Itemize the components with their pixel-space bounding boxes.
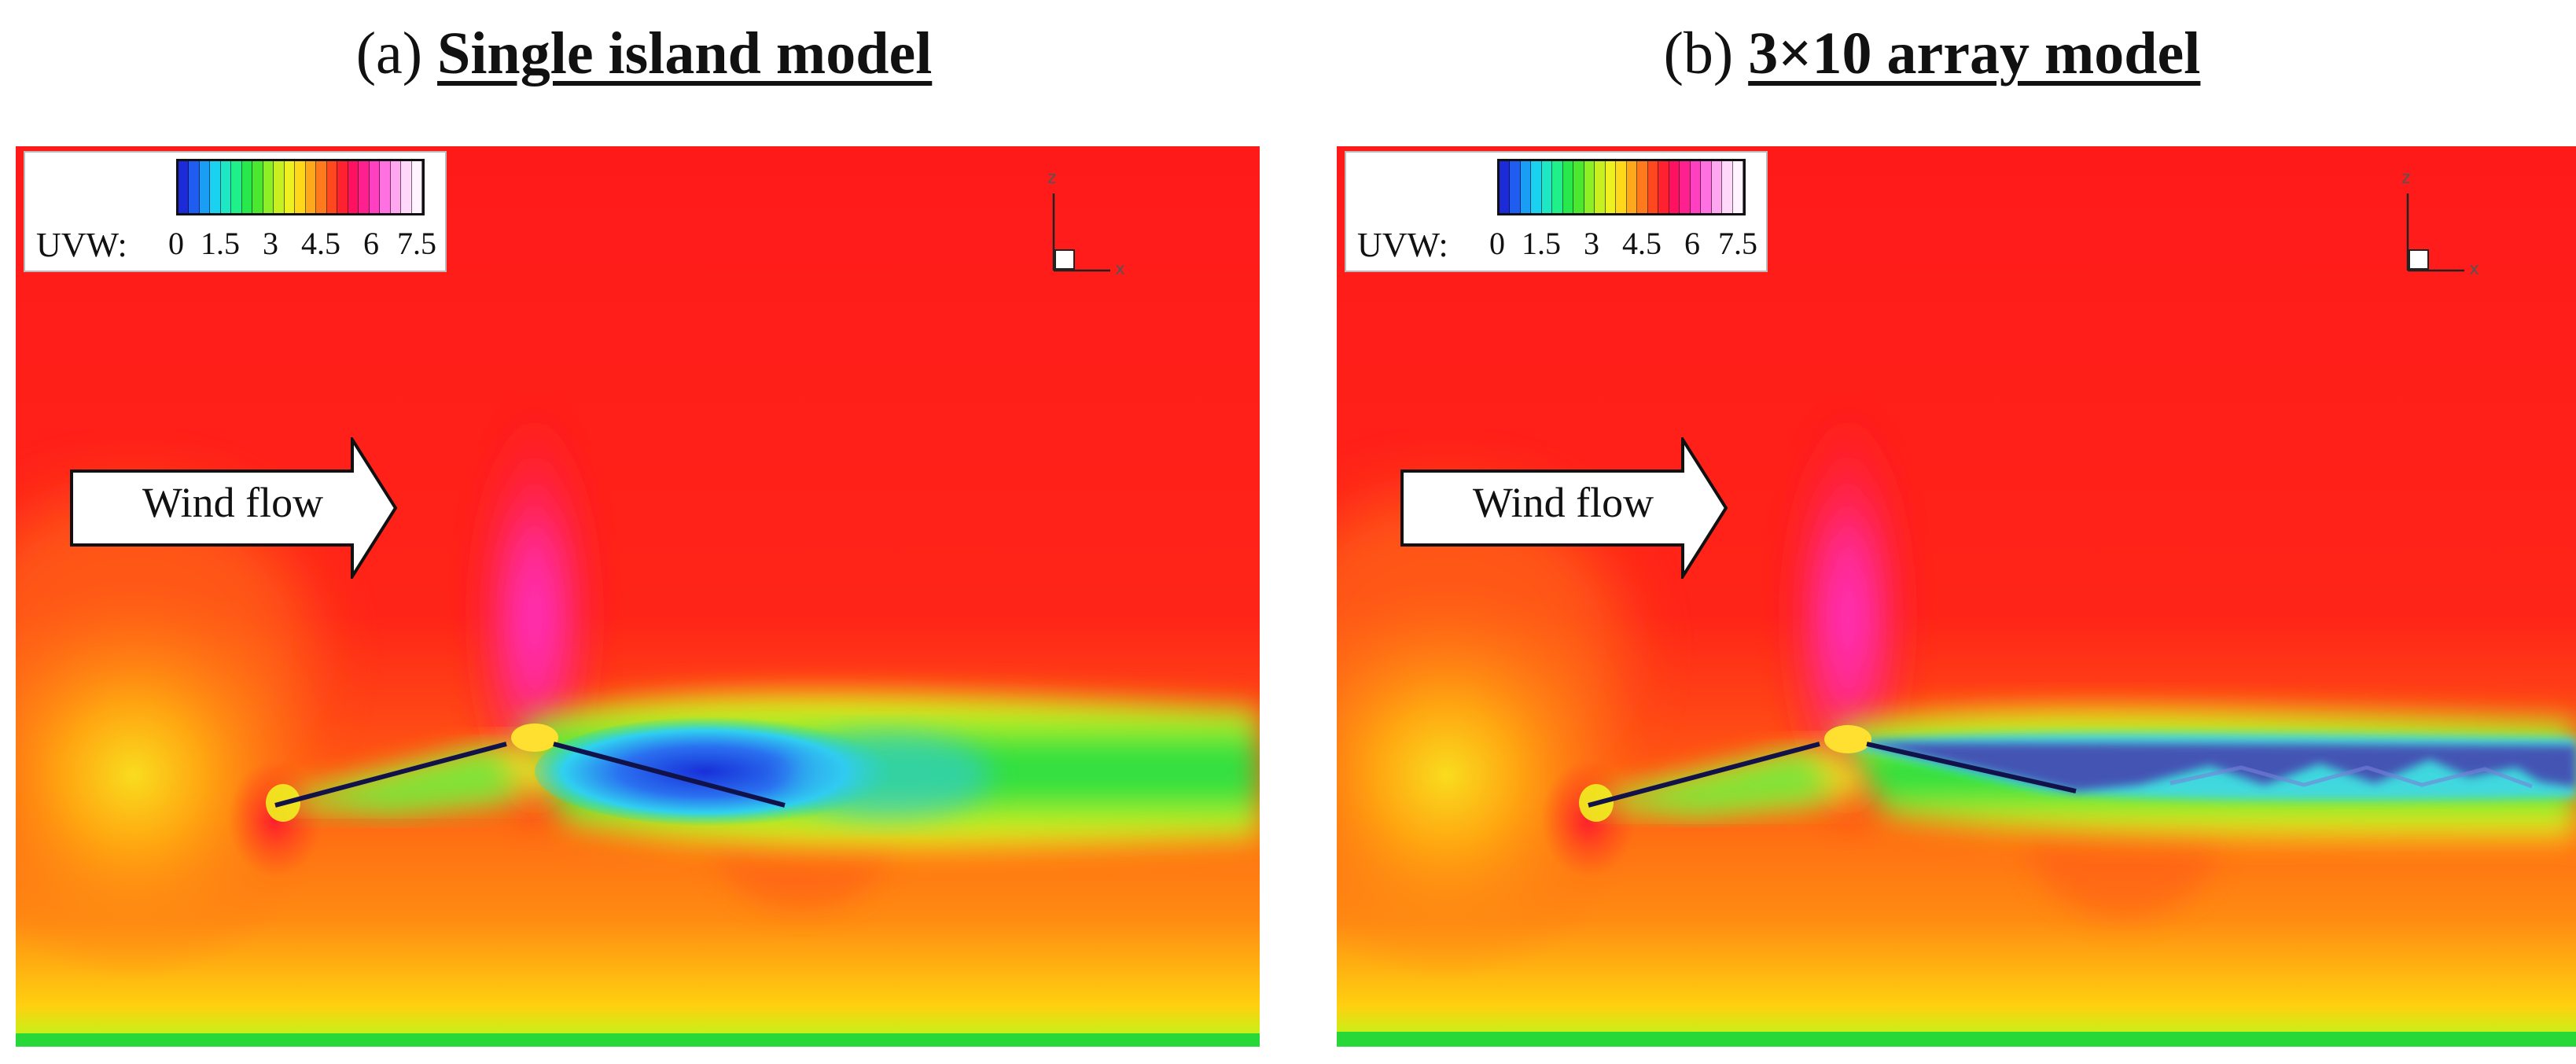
colorbar-swatch (1637, 161, 1648, 213)
colorbar-swatch (1647, 161, 1659, 213)
panel-a-label: (a) (355, 20, 423, 87)
axes-icon (1052, 193, 1110, 272)
panel-a-legend-title: UVW: (36, 226, 127, 264)
panel-b-tick: 0 (1489, 226, 1505, 261)
colorbar-swatch (1573, 161, 1584, 213)
panel-b-tick: 7.5 (1718, 226, 1757, 261)
colorbar-swatch (1711, 161, 1723, 213)
colorbar-swatch (189, 161, 200, 213)
colorbar-swatch (1626, 161, 1638, 213)
colorbar-swatch (1680, 161, 1691, 213)
panel-b-axes-indicator: z x (2400, 162, 2480, 280)
colorbar-swatch (1510, 161, 1521, 213)
colorbar-swatch (1701, 161, 1712, 213)
colorbar-swatch (284, 161, 296, 213)
colorbar-swatch (1500, 161, 1511, 213)
colorbar-swatch (199, 161, 211, 213)
colorbar-swatch (1531, 161, 1542, 213)
panel-b-tick: 6 (1684, 226, 1700, 261)
panel-a-tick: 3 (263, 226, 278, 261)
panel-b-name: 3×10 array model (1748, 20, 2201, 87)
colorbar-swatch (1732, 161, 1743, 213)
panel-a-tick: 1.5 (201, 226, 240, 261)
colorbar-swatch (326, 161, 338, 213)
colorbar-swatch (369, 161, 381, 213)
panel-a-name: Single island model (437, 20, 933, 87)
colorbar-swatch (305, 161, 317, 213)
panel-a-wind-flow-arrow: Wind flow (69, 437, 399, 579)
panel-a-legend: UVW: 0 1.5 3 4.5 6 7.5 (24, 151, 447, 272)
colorbar-swatch (1562, 161, 1574, 213)
colorbar-swatch (359, 161, 370, 213)
panel-a-contour-plot: UVW: 0 1.5 3 4.5 6 7.5 z x Wind flow (16, 146, 1260, 1047)
panel-b-legend: UVW: 0 1.5 3 4.5 6 7.5 (1345, 151, 1768, 272)
colorbar-swatch (1584, 161, 1595, 213)
colorbar-swatch (390, 161, 402, 213)
panel-a-tick: 4.5 (301, 226, 340, 261)
colorbar-swatch (1690, 161, 1702, 213)
colorbar-swatch (252, 161, 263, 213)
panel-b-contour-plot: UVW: 0 1.5 3 4.5 6 7.5 z x Wind flow (1337, 146, 2576, 1047)
colorbar-swatch (316, 161, 327, 213)
colorbar-swatch (231, 161, 242, 213)
colorbar-swatch (348, 161, 359, 213)
colorbar-swatch (1616, 161, 1627, 213)
colorbar-swatch (295, 161, 306, 213)
panel-b-wind-flow-label: Wind flow (1472, 479, 1654, 526)
colorbar-swatch (263, 161, 274, 213)
panel-a-axis-x: x (1115, 260, 1126, 279)
colorbar-swatch (178, 161, 190, 213)
panel-b-wind-flow-arrow: Wind flow (1400, 437, 1730, 579)
colorbar-swatch (1595, 161, 1606, 213)
colorbar-swatch (1541, 161, 1553, 213)
colorbar-swatch (1722, 161, 1733, 213)
panel-b-colorbar (1497, 159, 1746, 215)
panel-b-tick: 4.5 (1622, 226, 1662, 261)
axes-icon (2406, 193, 2464, 272)
colorbar-swatch (210, 161, 221, 213)
panel-b-tick: 3 (1584, 226, 1599, 261)
panel-a-field (16, 146, 1260, 1047)
panel-a-axes-indicator: z x (1046, 162, 1126, 280)
arrow-right-icon (1400, 437, 1728, 579)
colorbar-swatch (1658, 161, 1669, 213)
colorbar-swatch (241, 161, 253, 213)
panel-a-colorbar (176, 159, 425, 215)
panel-b-axis-x: x (2469, 260, 2480, 279)
colorbar-swatch (274, 161, 285, 213)
panel-a-axis-z: z (1047, 168, 1057, 188)
colorbar-swatch (1669, 161, 1680, 213)
panel-a-title: (a) Single island model (0, 14, 1288, 93)
colorbar-swatch (411, 161, 422, 213)
panel-b-tick: 1.5 (1522, 226, 1561, 261)
colorbar-swatch (380, 161, 391, 213)
colorbar-swatch (401, 161, 412, 213)
panel-b-field (1337, 146, 2576, 1047)
panel-a-tick: 6 (363, 226, 379, 261)
panel-a-tick: 0 (168, 226, 184, 261)
colorbar-swatch (1552, 161, 1563, 213)
panel-b-title: (b) 3×10 array model (1288, 14, 2576, 93)
panel-b-legend-title: UVW: (1357, 226, 1448, 264)
arrow-right-icon (70, 437, 398, 579)
panel-a-wind-flow-label: Wind flow (142, 479, 324, 526)
colorbar-swatch (1605, 161, 1617, 213)
colorbar-swatch (1520, 161, 1532, 213)
panel-a-tick: 7.5 (397, 226, 436, 261)
panel-b-label: (b) (1663, 20, 1734, 87)
colorbar-swatch (337, 161, 348, 213)
colorbar-swatch (220, 161, 232, 213)
panel-b-axis-z: z (2401, 168, 2411, 188)
